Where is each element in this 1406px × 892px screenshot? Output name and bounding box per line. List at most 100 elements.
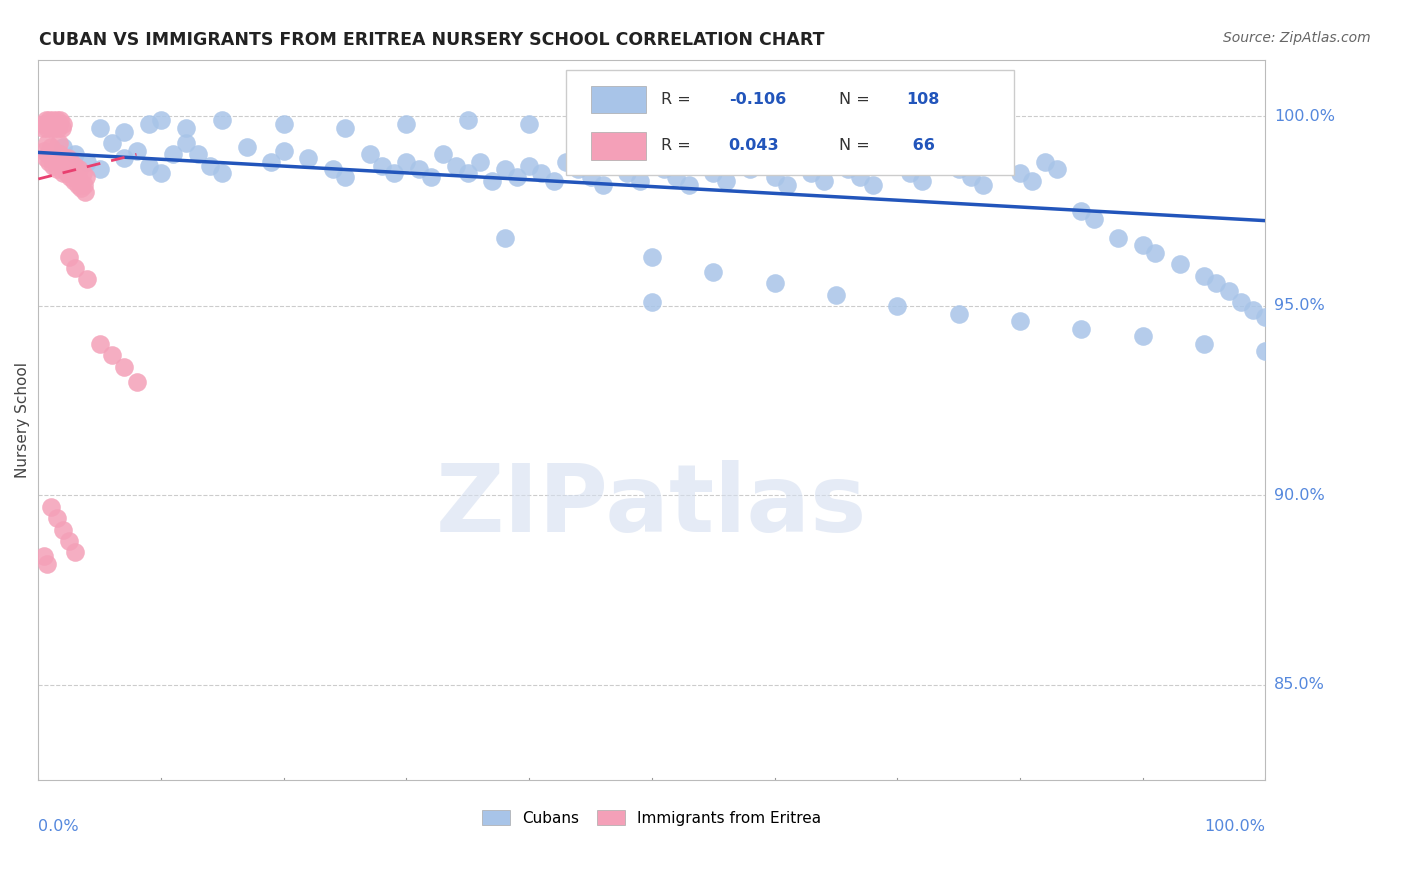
- Point: [763, 276, 786, 290]
- FancyBboxPatch shape: [567, 70, 1014, 175]
- Point: [432, 147, 454, 161]
- Point: [49, 147, 72, 161]
- Point: [44, 155, 66, 169]
- Point: [211, 166, 233, 180]
- Point: [58, 250, 80, 264]
- Point: [359, 147, 381, 161]
- Point: [727, 155, 749, 169]
- Text: 0.043: 0.043: [728, 138, 779, 153]
- Point: [886, 159, 908, 173]
- Point: [125, 375, 148, 389]
- Point: [468, 155, 491, 169]
- Text: R =: R =: [661, 92, 696, 107]
- Point: [494, 162, 516, 177]
- Point: [444, 159, 467, 173]
- Text: 90.0%: 90.0%: [1274, 488, 1324, 503]
- Point: [1254, 310, 1277, 325]
- Point: [787, 159, 810, 173]
- Point: [76, 272, 98, 286]
- Point: [481, 174, 503, 188]
- Point: [898, 166, 921, 180]
- Point: [63, 159, 86, 173]
- Point: [322, 162, 344, 177]
- Point: [948, 162, 970, 177]
- Point: [112, 125, 135, 139]
- Point: [1021, 174, 1043, 188]
- Point: [641, 295, 664, 310]
- Point: [174, 120, 197, 135]
- Point: [825, 287, 848, 301]
- Point: [44, 120, 66, 135]
- Point: [1083, 211, 1105, 226]
- Point: [702, 166, 724, 180]
- Point: [211, 113, 233, 128]
- Point: [67, 162, 90, 177]
- Point: [69, 174, 91, 188]
- Text: N =: N =: [839, 138, 875, 153]
- Point: [849, 170, 872, 185]
- Point: [45, 511, 67, 525]
- Point: [1218, 284, 1240, 298]
- Point: [543, 174, 565, 188]
- Point: [39, 120, 62, 135]
- Point: [579, 170, 602, 185]
- Point: [66, 178, 89, 192]
- Point: [35, 120, 58, 135]
- Point: [678, 178, 700, 192]
- Point: [371, 159, 394, 173]
- Point: [49, 113, 72, 128]
- Point: [38, 155, 60, 169]
- Point: [187, 147, 209, 161]
- Point: [1192, 268, 1215, 283]
- Point: [825, 155, 848, 169]
- Point: [948, 306, 970, 320]
- Point: [174, 136, 197, 150]
- Point: [41, 117, 63, 131]
- Point: [35, 151, 58, 165]
- Text: R =: R =: [661, 138, 696, 153]
- Point: [35, 113, 58, 128]
- Point: [62, 166, 84, 180]
- Point: [776, 178, 799, 192]
- Point: [592, 178, 614, 192]
- Point: [1008, 314, 1031, 328]
- Point: [1241, 302, 1264, 317]
- FancyBboxPatch shape: [591, 132, 647, 160]
- Point: [763, 170, 786, 185]
- Point: [51, 159, 73, 173]
- Point: [333, 120, 356, 135]
- Point: [34, 549, 56, 563]
- Text: -0.106: -0.106: [728, 92, 786, 107]
- Point: [260, 155, 283, 169]
- Point: [35, 557, 58, 571]
- Point: [1192, 336, 1215, 351]
- Point: [34, 117, 56, 131]
- Point: [60, 155, 83, 169]
- Point: [39, 140, 62, 154]
- Point: [65, 170, 87, 185]
- Point: [1070, 321, 1092, 335]
- Point: [395, 117, 418, 131]
- Point: [39, 500, 62, 514]
- Point: [73, 178, 96, 192]
- Point: [52, 166, 75, 180]
- Point: [408, 162, 430, 177]
- Point: [58, 162, 80, 177]
- Point: [567, 162, 589, 177]
- Point: [702, 265, 724, 279]
- Point: [73, 186, 96, 200]
- Text: ZIPatlas: ZIPatlas: [436, 460, 868, 552]
- Point: [42, 113, 65, 128]
- Point: [1205, 276, 1227, 290]
- Point: [616, 166, 638, 180]
- Point: [150, 113, 173, 128]
- Point: [1230, 295, 1253, 310]
- Point: [665, 170, 688, 185]
- Point: [46, 147, 69, 161]
- Point: [198, 159, 221, 173]
- Point: [45, 113, 67, 128]
- Point: [395, 155, 418, 169]
- Legend: Cubans, Immigrants from Eritrea: Cubans, Immigrants from Eritrea: [475, 803, 830, 833]
- Point: [236, 140, 259, 154]
- Text: CUBAN VS IMMIGRANTS FROM ERITREA NURSERY SCHOOL CORRELATION CHART: CUBAN VS IMMIGRANTS FROM ERITREA NURSERY…: [39, 31, 825, 49]
